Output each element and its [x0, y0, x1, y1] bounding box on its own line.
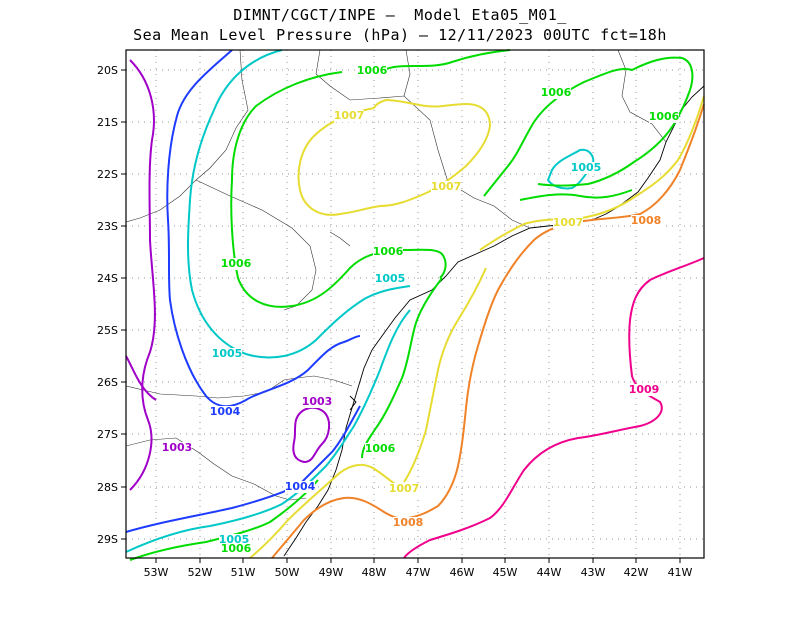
contour-label-bg — [629, 384, 659, 396]
lon-tick-label: 44W — [537, 566, 562, 579]
isobar-label-1009: 1009 — [629, 383, 660, 396]
contour-label-bg — [393, 517, 423, 529]
contour-label-bg — [649, 111, 679, 123]
lat-tick-label: 27S — [97, 428, 118, 441]
contour-label-bg — [162, 442, 192, 454]
isobar-1006-north — [383, 49, 511, 71]
lon-tick-label: 41W — [668, 566, 693, 579]
longitude-axis: 53W 52W 51W 50W 49W 48W 47W 46W 45W 44W 43W 42W 41W — [144, 558, 693, 579]
lon-tick-label: 46W — [450, 566, 475, 579]
contour-label-bg — [389, 483, 419, 495]
isobar-label-1004: 1004 — [210, 405, 241, 418]
isobar-1006-south — [129, 479, 319, 561]
lat-tick-label: 21S — [97, 116, 118, 129]
lon-tick-label: 52W — [188, 566, 213, 579]
map-title-line-1: DIMNT/CGCT/INPE – Model Eta05_M01_ — [233, 6, 567, 24]
coastline — [283, 85, 705, 557]
lon-tick-label: 51W — [231, 566, 256, 579]
contour-label-bg — [631, 215, 661, 227]
isobar-1008-coast — [407, 103, 705, 519]
isobar-label-1006: 1006 — [373, 245, 404, 258]
lat-tick-label: 26S — [97, 376, 118, 389]
lon-tick-label: 50W — [275, 566, 300, 579]
isobar-label-1005: 1005 — [212, 347, 243, 360]
contour-labels: 1003100310041004100510051005100510061006… — [162, 64, 680, 555]
contour-label-bg — [431, 181, 461, 193]
isobar-1007-coast — [403, 267, 487, 483]
isobar-label-1006: 1006 — [541, 86, 572, 99]
map-title-line-2: Sea Mean Level Pressure (hPa) – 12/11/20… — [133, 26, 667, 44]
isobar-label-1007: 1007 — [553, 216, 584, 229]
contour-label-bg — [221, 258, 251, 270]
contour-label-bg — [373, 246, 403, 258]
isobar-label-1006: 1006 — [649, 110, 680, 123]
lat-tick-label: 25S — [97, 324, 118, 337]
isobar-1003-west — [129, 59, 156, 491]
isobar-1005-west — [187, 49, 411, 359]
isobar-label-1006: 1006 — [221, 542, 252, 555]
plot-area — [126, 50, 704, 558]
lon-tick-label: 45W — [493, 566, 518, 579]
contour-label-bg — [571, 162, 601, 174]
isobar-1006-coast — [361, 277, 443, 459]
isobar-label-1007: 1007 — [431, 180, 462, 193]
isobar-label-1003: 1003 — [162, 441, 193, 454]
isobar-1006-east — [483, 56, 694, 197]
contour-label-bg — [221, 543, 251, 555]
lat-tick-label: 20S — [97, 64, 118, 77]
lat-tick-label: 22S — [97, 168, 118, 181]
isobar-label-1003: 1003 — [302, 395, 333, 408]
lon-tick-label: 49W — [319, 566, 344, 579]
isobar-1006-west — [230, 71, 447, 308]
isobar-label-1008: 1008 — [631, 214, 662, 227]
contour-label-bg — [365, 443, 395, 455]
isobar-label-1007: 1007 — [334, 109, 365, 122]
isobar-1004-west — [166, 49, 361, 408]
lat-tick-label: 28S — [97, 481, 118, 494]
isobar-1003-south — [125, 355, 157, 401]
isobar-label-1006: 1006 — [221, 257, 252, 270]
isobar-label-1006: 1006 — [357, 64, 388, 77]
lon-tick-label: 53W — [144, 566, 169, 579]
lon-tick-label: 48W — [362, 566, 387, 579]
contour-label-bg — [541, 87, 571, 99]
lon-tick-label: 43W — [581, 566, 606, 579]
contour-label-bg — [357, 65, 387, 77]
contour-label-bg — [302, 396, 332, 408]
isobar-1008-south — [271, 496, 409, 559]
isobar-1009 — [403, 257, 705, 559]
isobar-label-1007: 1007 — [389, 482, 420, 495]
plot-frame — [125, 49, 705, 559]
isobar-label-1006: 1006 — [365, 442, 396, 455]
isobar-label-1005: 1005 — [375, 272, 406, 285]
contour-label-bg — [212, 348, 242, 360]
isobar-label-1008: 1008 — [393, 516, 424, 529]
contour-label-bg — [210, 406, 240, 418]
lat-tick-label: 24S — [97, 272, 118, 285]
lon-tick-label: 47W — [406, 566, 431, 579]
isobar-label-1005: 1005 — [571, 161, 602, 174]
lat-tick-label: 23S — [97, 220, 118, 233]
isobar-1007-south — [249, 463, 405, 559]
isobar-label-1005: 1005 — [219, 533, 250, 546]
lat-tick-label: 29S — [97, 533, 118, 546]
latitude-axis: 20S 21S 22S 23S 24S 25S 26S 27S 28S 29S — [97, 64, 126, 546]
lon-tick-label: 42W — [624, 566, 649, 579]
isobar-1005-south — [125, 309, 411, 553]
isobar-1007-east — [479, 95, 705, 251]
contour-label-bg — [334, 110, 364, 122]
isobar-label-1004: 1004 — [285, 480, 316, 493]
isobar-1003-low — [292, 406, 330, 464]
isobar-1006-eastlo — [519, 189, 633, 201]
state-borders — [125, 49, 667, 501]
contour-label-bg — [375, 273, 405, 285]
contour-label-bg — [553, 217, 583, 229]
contour-label-bg — [285, 481, 315, 493]
